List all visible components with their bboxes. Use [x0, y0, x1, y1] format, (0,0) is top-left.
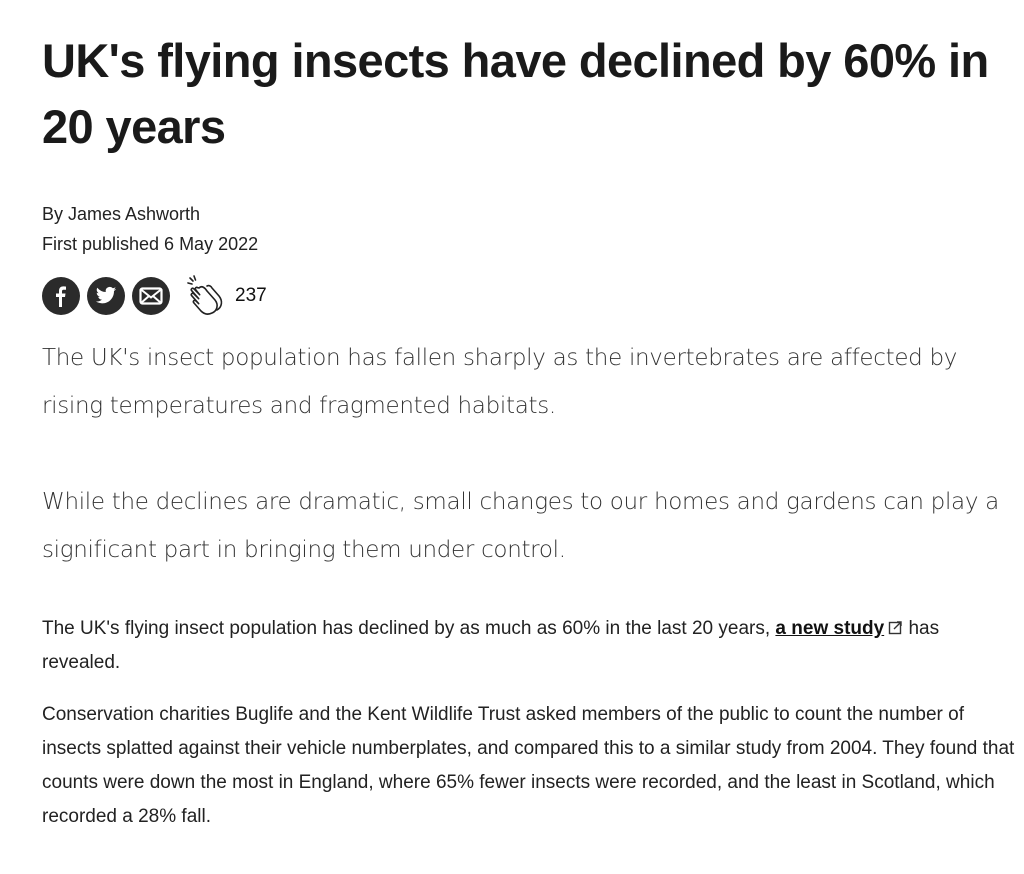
body-paragraph: Conservation charities Buglife and the K… [42, 704, 1015, 827]
byline: By James Ashworth First published 6 May … [42, 199, 258, 259]
article-body: The UK's flying insect population has de… [42, 612, 1017, 852]
clap-icon [187, 275, 223, 315]
body-text: has revealed. [42, 618, 940, 673]
standfirst: The UK's insect population has fallen sh… [42, 334, 1017, 622]
facebook-icon[interactable] [42, 277, 80, 315]
share-bar: 237 [42, 274, 267, 318]
body-text: The UK's flying insect population has de… [42, 618, 776, 639]
standfirst-paragraph: The UK's insect population has fallen sh… [42, 345, 958, 419]
clap-button[interactable]: 237 [185, 274, 267, 318]
body-paragraph: The UK's flying insect population has de… [42, 612, 1017, 680]
new-study-link[interactable]: a new study [775, 618, 885, 639]
standfirst-paragraph: While the declines are dramatic, small c… [42, 489, 999, 563]
publish-date: First published 6 May 2022 [42, 234, 259, 254]
author: By James Ashworth [42, 204, 201, 224]
article-title: UK's flying insects have declined by 60%… [42, 34, 989, 153]
external-link-icon [888, 621, 902, 635]
twitter-icon[interactable] [87, 277, 125, 315]
clap-count: 237 [235, 285, 267, 306]
email-icon[interactable] [132, 277, 170, 315]
